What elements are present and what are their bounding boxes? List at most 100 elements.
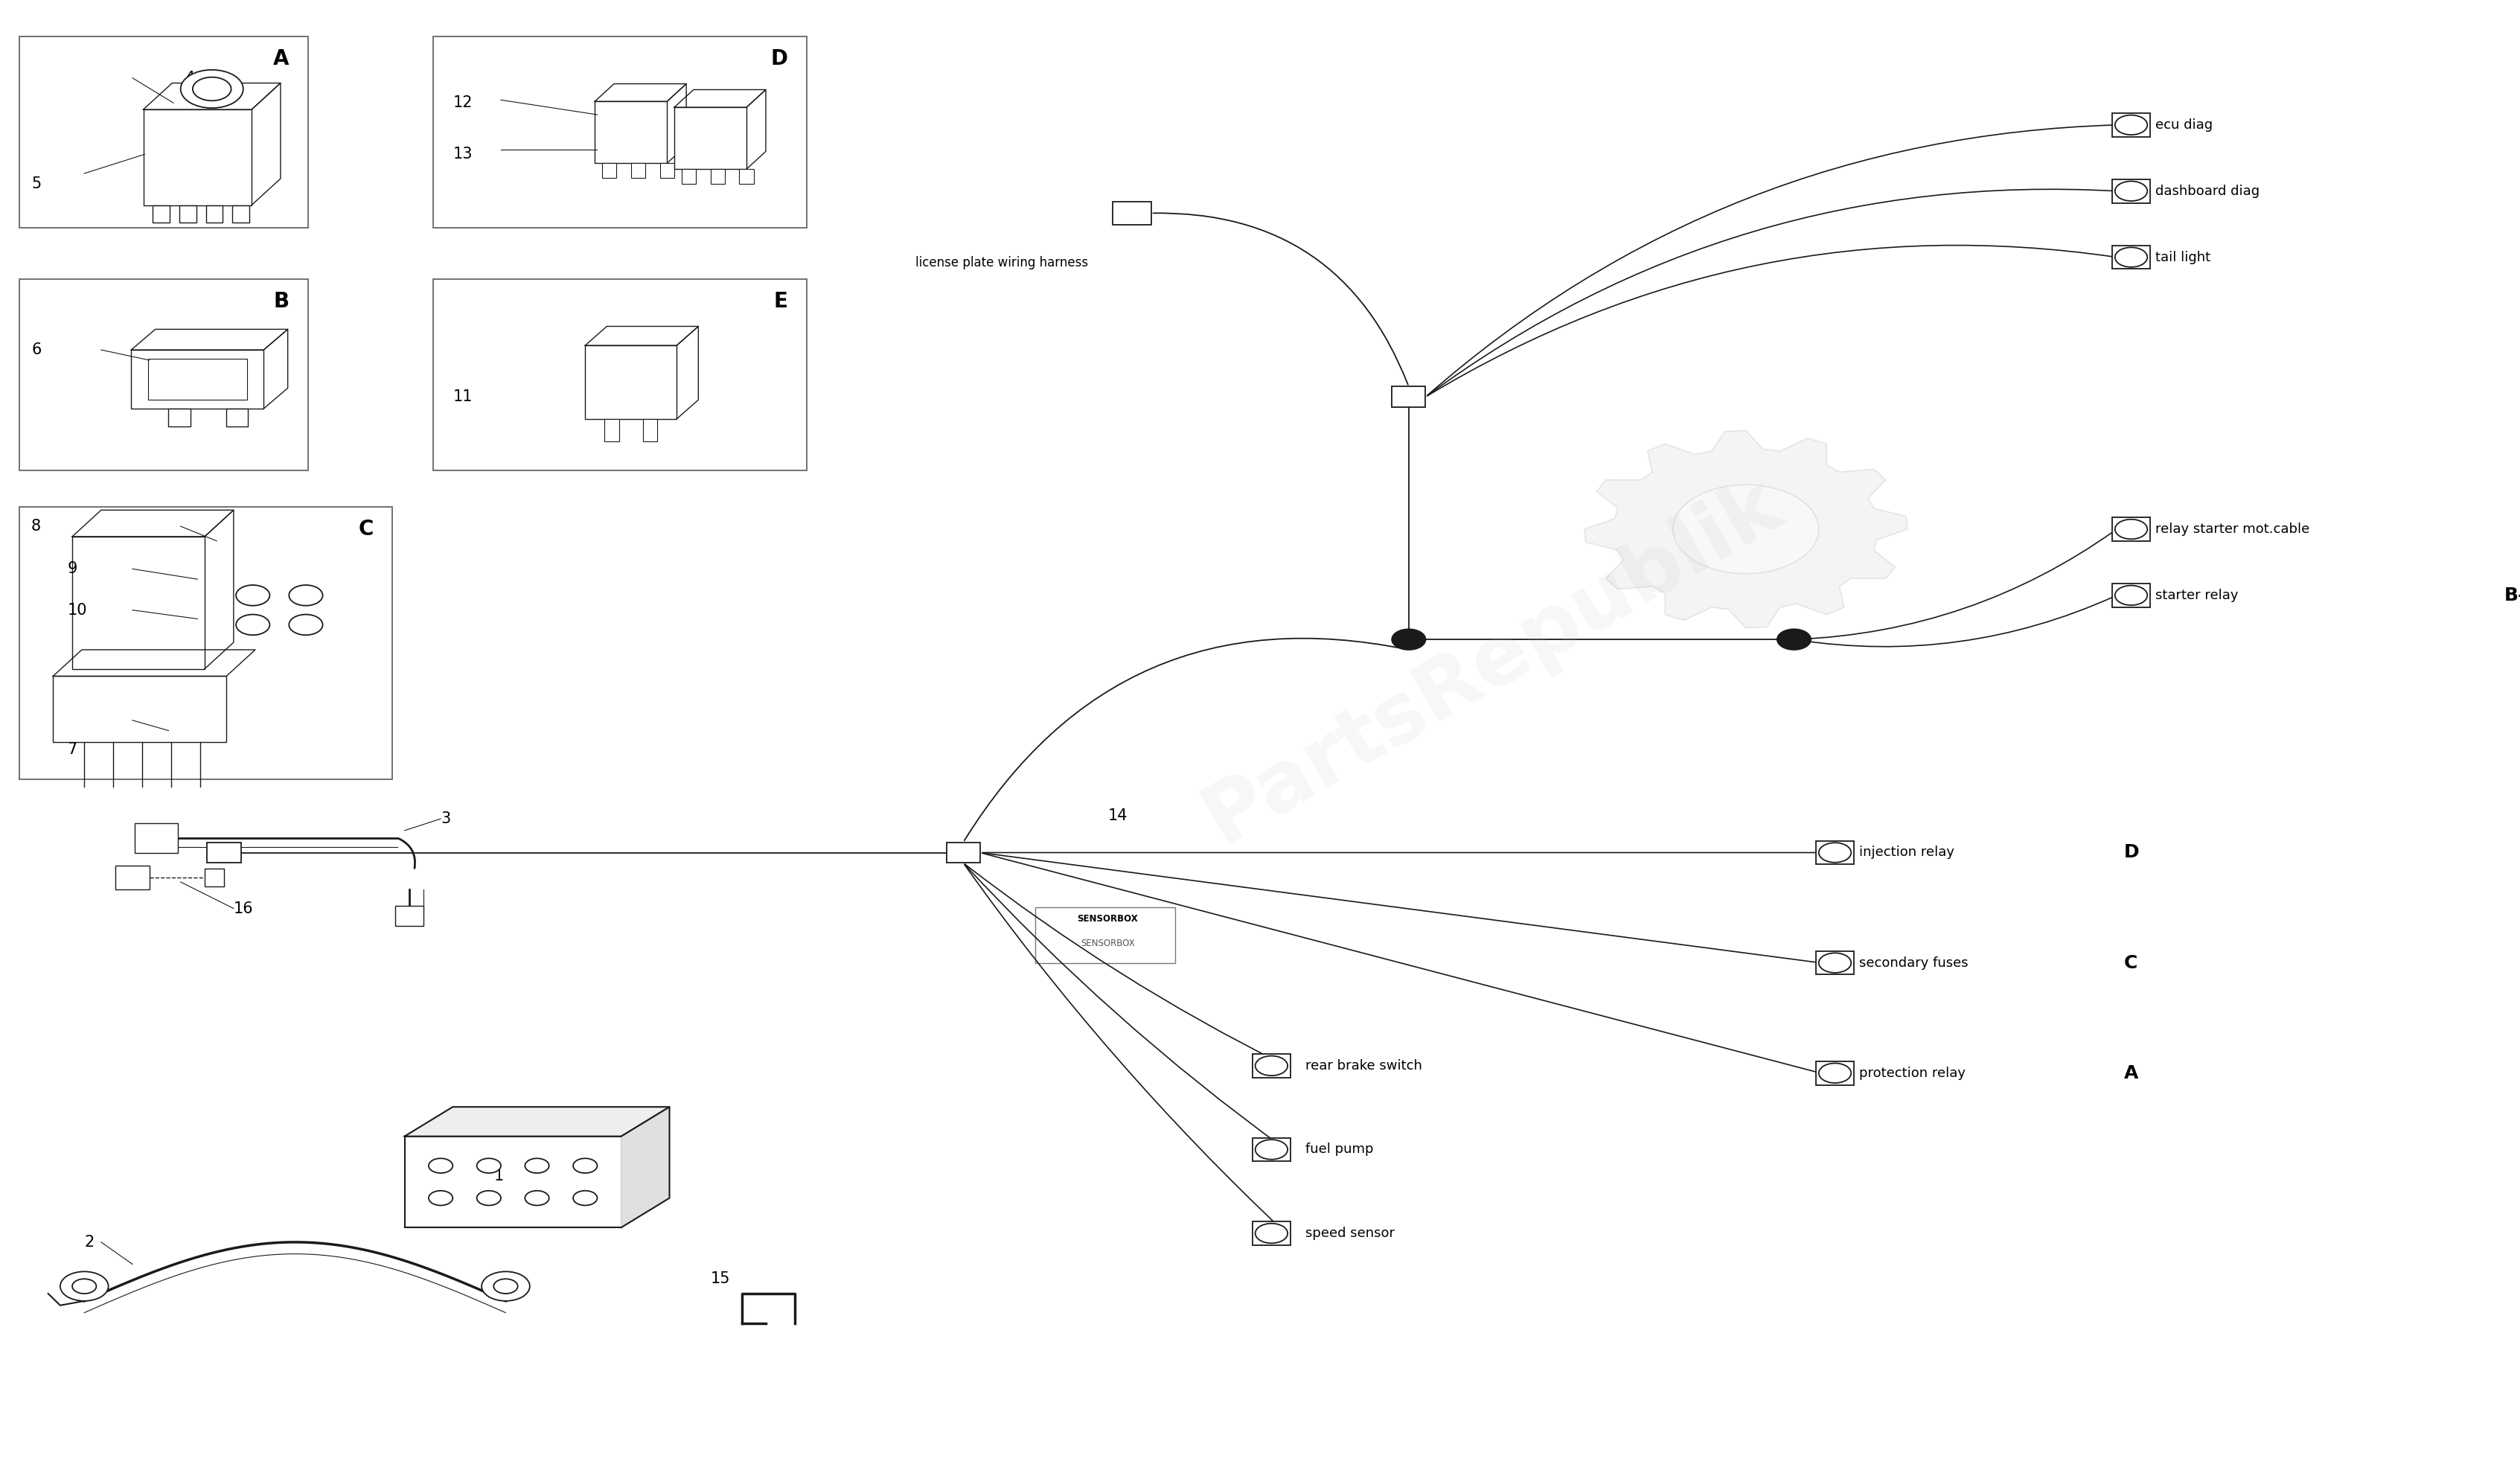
Bar [630, 163, 645, 178]
Text: SENSORBOX: SENSORBOX [1081, 939, 1134, 948]
Bar [116, 866, 149, 889]
Circle shape [481, 1272, 529, 1301]
Text: protection relay: protection relay [1857, 1066, 1966, 1080]
Circle shape [428, 1191, 454, 1205]
Bar [169, 409, 189, 426]
Circle shape [181, 69, 242, 107]
Text: A: A [272, 49, 290, 69]
Bar [660, 163, 673, 178]
Bar [403, 1136, 620, 1227]
Circle shape [73, 1279, 96, 1294]
Text: starter relay: starter relay [2155, 588, 2238, 603]
Text: license plate wiring harness: license plate wiring harness [915, 256, 1089, 269]
Circle shape [237, 614, 270, 635]
Polygon shape [620, 1107, 670, 1227]
Text: 4: 4 [186, 71, 194, 85]
Bar [134, 823, 179, 853]
Bar [585, 345, 675, 419]
Text: 9: 9 [68, 562, 78, 576]
Bar [1252, 1054, 1290, 1078]
Bar [605, 419, 620, 441]
Polygon shape [403, 1107, 670, 1136]
Text: A: A [2124, 1064, 2137, 1082]
Text: dashboard diag: dashboard diag [2155, 184, 2258, 198]
Bar [20, 507, 393, 779]
Text: 13: 13 [454, 147, 471, 162]
Text: relay starter mot.cable: relay starter mot.cable [2155, 522, 2308, 537]
Bar [2112, 584, 2150, 607]
Bar [144, 109, 252, 204]
Circle shape [192, 76, 232, 100]
Bar [1391, 387, 1426, 407]
Text: D: D [771, 49, 786, 69]
Text: 8: 8 [30, 519, 40, 534]
Text: 6: 6 [30, 343, 40, 357]
Text: B: B [272, 291, 290, 312]
Bar [207, 842, 242, 863]
Circle shape [2114, 519, 2147, 539]
Bar [2112, 179, 2150, 203]
Circle shape [1673, 485, 1817, 573]
Circle shape [476, 1191, 501, 1205]
Circle shape [290, 614, 323, 635]
Text: 10: 10 [68, 603, 88, 617]
Bar [1814, 951, 1855, 975]
Bar [433, 279, 806, 470]
Bar [20, 37, 307, 228]
Bar [207, 204, 222, 222]
Text: E: E [774, 291, 786, 312]
Text: 15: 15 [711, 1272, 731, 1286]
Circle shape [1255, 1055, 1288, 1076]
Text: 11: 11 [454, 390, 471, 404]
Text: 7: 7 [68, 742, 78, 757]
Circle shape [2114, 115, 2147, 135]
Bar [738, 169, 753, 184]
Circle shape [572, 1158, 597, 1173]
Circle shape [572, 1191, 597, 1205]
Bar [154, 204, 169, 222]
Circle shape [1819, 953, 1850, 973]
Bar [945, 842, 980, 863]
Bar [2112, 517, 2150, 541]
Circle shape [428, 1158, 454, 1173]
Bar [53, 676, 227, 742]
Bar [73, 537, 204, 669]
Text: tail light: tail light [2155, 250, 2210, 265]
Bar [673, 107, 746, 169]
Text: PartsRepublik: PartsRepublik [1189, 465, 1794, 858]
Bar [711, 169, 726, 184]
Text: 12: 12 [454, 96, 471, 110]
Text: C: C [2124, 954, 2137, 972]
Bar [1814, 1061, 1855, 1085]
Bar [2112, 113, 2150, 137]
Bar [1111, 201, 1152, 225]
Text: 14: 14 [1106, 808, 1126, 823]
Text: fuel pump: fuel pump [1305, 1142, 1373, 1157]
Text: D: D [2124, 844, 2139, 861]
Circle shape [1777, 629, 1809, 650]
Circle shape [524, 1158, 549, 1173]
Bar [1814, 841, 1855, 864]
Bar [602, 163, 617, 178]
Bar [204, 869, 224, 886]
Text: SENSORBOX: SENSORBOX [1076, 914, 1139, 923]
Text: 1: 1 [494, 1169, 504, 1183]
Bar [232, 204, 249, 222]
Bar [20, 279, 307, 470]
Bar [595, 101, 668, 163]
Bar [2112, 245, 2150, 269]
Circle shape [2114, 247, 2147, 268]
Circle shape [1255, 1223, 1288, 1244]
Bar [433, 37, 806, 228]
Circle shape [494, 1279, 517, 1294]
Bar [1036, 907, 1174, 963]
Circle shape [1819, 1063, 1850, 1083]
Circle shape [1255, 1139, 1288, 1160]
Circle shape [2114, 181, 2147, 201]
Circle shape [1391, 629, 1426, 650]
Text: 2: 2 [83, 1235, 93, 1250]
Circle shape [524, 1191, 549, 1205]
Bar [179, 204, 197, 222]
Bar [131, 350, 265, 409]
Circle shape [1819, 842, 1850, 863]
